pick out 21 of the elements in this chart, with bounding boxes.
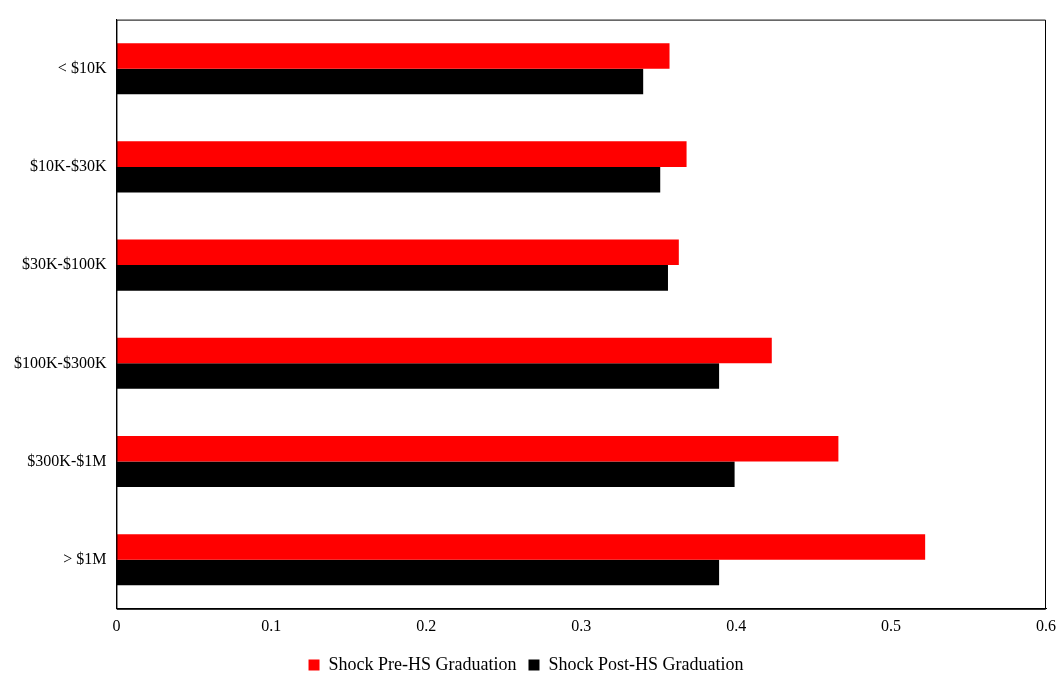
bar [116,43,670,69]
bar [116,141,687,167]
x-tick-label: 0.4 [726,616,747,634]
legend-label: Shock Post-HS Graduation [548,653,744,674]
x-tick-label: 0 [112,616,121,634]
x-tick-label: 0.5 [881,616,902,634]
x-tick-label: 0.2 [416,616,437,634]
y-tick-label: $300K-$1M [27,451,107,469]
bar [116,239,679,266]
x-tick-label: 0.6 [1036,616,1056,634]
legend-label: Shock Pre-HS Graduation [328,653,517,674]
bar [116,435,839,462]
x-tick-label: 0.1 [261,616,282,634]
bar [116,337,772,364]
y-tick-label: $30K-$100K [22,255,107,273]
x-tick-label: 0.3 [571,616,592,634]
y-tick-label: $100K-$300K [14,353,107,371]
y-tick-label: < $10K [57,58,107,76]
bar [116,534,926,560]
y-tick-label: > $1M [63,549,107,567]
y-tick-label: $10K-$30K [30,157,107,175]
